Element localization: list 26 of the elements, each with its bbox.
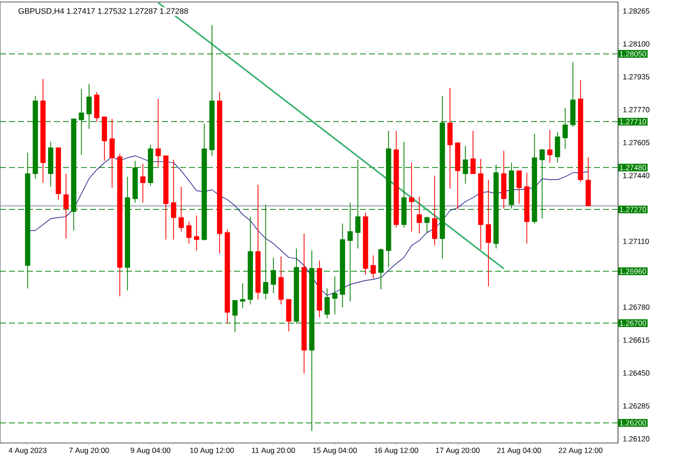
candlestick (370, 255, 376, 279)
candlestick (140, 163, 146, 204)
candlestick (332, 276, 338, 315)
candlestick (278, 256, 284, 305)
candlestick (110, 118, 115, 188)
candlestick (63, 173, 69, 239)
candlestick (194, 215, 200, 251)
candlestick (432, 175, 438, 246)
candlestick (409, 162, 414, 232)
candlestick (516, 170, 522, 204)
candlestick (470, 130, 476, 174)
candlestick (324, 288, 330, 319)
candlestick (186, 221, 192, 244)
candlestick (416, 196, 422, 234)
candlestick (240, 283, 246, 309)
candlestick (286, 298, 292, 332)
candlestick (486, 179, 492, 287)
candlestick (102, 116, 108, 162)
candlestick (94, 92, 100, 122)
candlestick (554, 131, 560, 164)
candlestick (547, 129, 552, 164)
candlestick (170, 159, 176, 240)
candlestick (178, 186, 184, 232)
candlestick (156, 98, 161, 168)
candlestick (447, 88, 453, 190)
candlestick (424, 216, 430, 233)
